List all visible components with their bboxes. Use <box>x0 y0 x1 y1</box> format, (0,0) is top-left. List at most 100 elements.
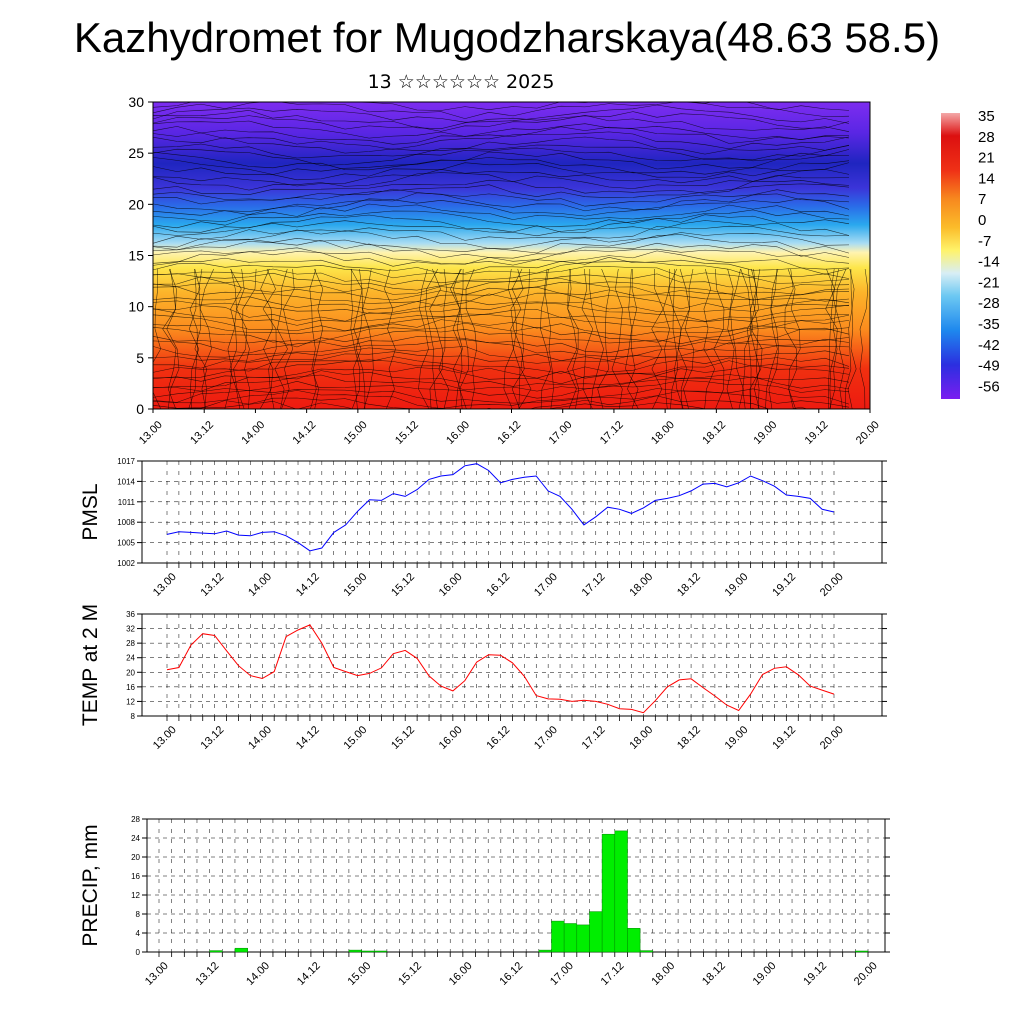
streamline <box>673 268 684 409</box>
precip-bar <box>209 950 223 953</box>
streamline <box>153 214 850 233</box>
streamline <box>153 151 850 171</box>
y-tick-label: 1011 <box>118 498 136 507</box>
streamline <box>153 282 850 301</box>
streamline <box>449 268 463 409</box>
heatmap-field <box>153 102 870 409</box>
y-tick-label: 20 <box>126 668 135 677</box>
y-tick-label: 0 <box>136 948 141 957</box>
streamline <box>153 115 850 132</box>
y-tick-label: 20 <box>128 196 144 212</box>
streamline <box>229 268 242 409</box>
x-tick-label: 16.00 <box>444 419 472 447</box>
x-tick-label: 13.12 <box>199 724 227 752</box>
streamline <box>153 292 850 310</box>
streamline <box>259 268 274 409</box>
x-tick-label: 13.12 <box>188 419 216 447</box>
x-tick-label: 17.00 <box>532 571 560 599</box>
x-tick-label: 18.00 <box>649 419 677 447</box>
x-tick-label: 14.12 <box>294 724 322 752</box>
streamline <box>153 102 850 111</box>
x-tick-label: 15.12 <box>389 724 417 752</box>
streamline <box>350 268 361 409</box>
streamline <box>153 338 850 358</box>
streamline <box>438 268 449 409</box>
streamline <box>153 172 850 191</box>
x-tick-label: 20.00 <box>818 724 846 752</box>
x-tick-label: 13.00 <box>151 571 179 599</box>
precip-bar <box>627 928 641 953</box>
precip-bar <box>551 920 565 953</box>
x-tick-label: 19.00 <box>751 419 779 447</box>
panel-frame <box>141 460 883 564</box>
streamline <box>829 268 838 409</box>
colorbar-label: -42 <box>978 337 1000 354</box>
streamline <box>465 268 477 409</box>
streamline <box>153 261 850 279</box>
streamline <box>262 268 277 409</box>
x-tick-label: 14.00 <box>246 571 274 599</box>
y-tick-label: 1008 <box>117 518 135 527</box>
y-tick-label: 28 <box>126 639 135 648</box>
wind-streamlines <box>153 102 869 409</box>
x-tick-label: 14.00 <box>244 960 272 988</box>
y-tick-label: 12 <box>126 697 135 706</box>
x-tick-label: 19.00 <box>751 960 779 988</box>
streamline <box>418 268 430 409</box>
x-tick-label: 20.00 <box>852 960 880 988</box>
precip-bar <box>538 949 552 953</box>
x-tick-label: 15.12 <box>393 419 421 447</box>
x-tick-label: 16.12 <box>484 724 512 752</box>
colorbar-label: -21 <box>978 274 1000 291</box>
streamline <box>163 401 756 409</box>
y-tick-label: 0 <box>136 401 144 417</box>
colorbar-label: 35 <box>978 108 995 125</box>
streamline <box>667 268 679 409</box>
streamline <box>153 157 850 175</box>
streamline <box>153 203 850 222</box>
streamline <box>153 345 850 362</box>
streamline <box>153 102 850 119</box>
streamline <box>153 299 850 314</box>
streamline <box>153 131 850 150</box>
streamline <box>153 266 850 285</box>
streamline <box>153 359 850 379</box>
heatmap-y-axis: 0 5 10 15 20 25 30 <box>128 94 153 417</box>
x-tick-label: 15.12 <box>389 571 417 599</box>
streamline <box>597 268 610 409</box>
x-tick-label: 14.00 <box>239 419 267 447</box>
streamline <box>828 268 839 409</box>
y-tick-label: 20 <box>131 853 140 862</box>
streamline <box>567 268 580 409</box>
streamline <box>765 268 779 409</box>
colorbar-label: -49 <box>978 358 1000 375</box>
streamline <box>188 268 201 409</box>
streamline <box>784 268 798 409</box>
streamline <box>768 268 779 409</box>
x-tick-label: 17.00 <box>532 724 560 752</box>
streamline <box>452 268 463 409</box>
streamline <box>153 327 850 348</box>
y-tick-label: 5 <box>136 350 144 366</box>
streamline <box>835 268 847 409</box>
streamline <box>384 268 396 409</box>
streamline <box>153 220 850 237</box>
colorbar-label: 21 <box>978 150 995 167</box>
x-tick-label: 15.00 <box>345 960 373 988</box>
precip-bar <box>563 923 578 953</box>
precip-bar <box>639 950 654 953</box>
precip-bar <box>601 833 616 953</box>
streamline <box>510 268 525 409</box>
colorbar-labels: 35 28 21 14 7 0 -7 -14 -21 -28 -35 -42 -49 -56 <box>978 108 1000 395</box>
streamline <box>544 268 554 409</box>
streamline <box>662 268 670 409</box>
streamline <box>459 268 469 409</box>
x-tick-label: 14.12 <box>291 419 319 447</box>
precip-bar <box>589 911 603 953</box>
pmsl-panel: 1002 1005 1008 1011 1014 1017 13.00 13.12 14.00 1… <box>79 457 887 599</box>
x-tick-label: 13.00 <box>143 960 171 988</box>
x-tick-label: 15.00 <box>342 419 370 447</box>
colorbar-label: -7 <box>978 233 991 250</box>
y-tick-label: 32 <box>126 625 135 634</box>
streamline <box>153 257 850 275</box>
